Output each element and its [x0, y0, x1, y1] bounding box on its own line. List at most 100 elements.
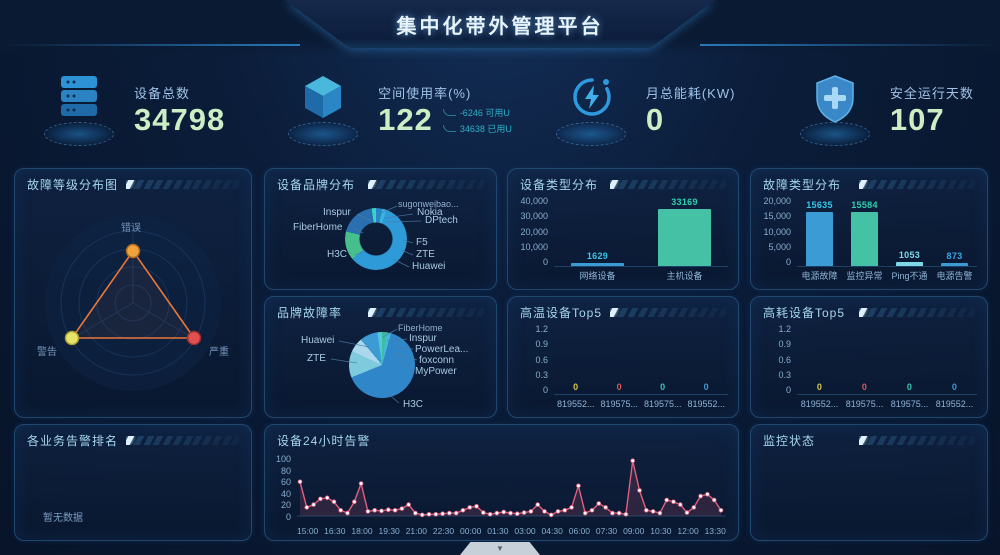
bar-plot: 15635 电源故障 15584 监控异常 1053 Ping不通 873 电源告警 [797, 197, 977, 283]
high-power-bar-chart: 1.2 0.9 0.6 0.3 0 0 819552... 0 819575... 0 819575… [751, 323, 987, 417]
donut-leader-lines [352, 205, 422, 268]
panel-fault-type: 故障类型分布 20,000 15,000 10,000 5,000 0 15635 电源故障… [750, 168, 988, 290]
bar-value-label: 15584 [851, 200, 878, 211]
bar-stack: 1629 [554, 197, 641, 267]
pie-label-huawei: Huawei [301, 335, 335, 346]
collapse-tab[interactable]: ▼ [460, 542, 540, 555]
y-tick-label: 0 [785, 385, 791, 395]
panel-title: 故障类型分布 [763, 178, 842, 192]
bar-plot: 0 819552... 0 819575... 0 819575... 0 819552... [797, 325, 977, 411]
bar-category-label: 819552... [935, 399, 974, 409]
x-tick-label: 00:00 [460, 526, 482, 536]
bar-group: 0 819575... [597, 325, 641, 411]
bar-value-label: 1629 [586, 251, 609, 262]
panel-title: 设备类型分布 [520, 178, 599, 192]
radar-axis-top: 错误 [121, 223, 141, 234]
high-temp-bar-chart: 1.2 0.9 0.6 0.3 0 0 819552... 0 819575... 0 819575… [508, 323, 738, 417]
y-tick-label: 0 [542, 385, 548, 395]
bar-stack: 0 [842, 325, 887, 395]
radar-axis-left: 警告 [37, 347, 57, 358]
alarms-24h-line-chart: 100 80 60 40 20 0 15:00 16:30 18:00 19:30 21:00 22:… [265, 451, 738, 540]
bar-stack: 0 [554, 325, 598, 395]
panel-high-temp-top5: 高温设备Top5 1.2 0.9 0.6 0.3 0 0 819552... 0 819575.… [507, 296, 739, 418]
bar-stack: 0 [641, 325, 685, 395]
panel-title: 各业务告警排名 [27, 434, 119, 448]
x-tick-label: 16:30 [324, 526, 346, 536]
kpi-space-usage: 空间使用率(%) 122 -6246 可用U 34638 已用U [244, 60, 512, 160]
panel-business-alarm-ranking: 各业务告警排名 暂无数据 [14, 424, 252, 541]
y-tick-label: 10,000 [520, 241, 548, 252]
cube-icon [286, 68, 360, 152]
donut-label-overlap: sugonweibao... [398, 199, 459, 209]
bar-value-label: 0 [616, 382, 622, 392]
bar-group: 0 819552... [684, 325, 728, 411]
bar-value-label: 0 [660, 382, 666, 392]
donut-label-nokia: Nokia [417, 207, 443, 218]
kpi-row: 设备总数 34798 空间使用率(%) 122 -6246 可用U [0, 60, 1000, 160]
bar-stack: 15584 [842, 197, 887, 267]
bar-value-label: 0 [703, 382, 709, 392]
bar-value-label: 15635 [806, 200, 833, 211]
panel-brand-distribution: 设备品牌分布 Inspur FiberHome H3C sugonweibao.… [264, 168, 497, 290]
bar-category-label: 主机设备 [666, 271, 703, 281]
y-tick-label: 15,000 [763, 211, 791, 222]
y-tick-label: 20,000 [520, 226, 548, 237]
bar-category-label: 819575... [845, 399, 884, 409]
bar-category-label: 819575... [643, 399, 682, 409]
bar-plot: 1629 网络设备 33169 主机设备 [554, 197, 728, 283]
pie-label-foxconn: foxconn [419, 355, 455, 366]
donut-label-f5: F5 [416, 237, 428, 248]
y-tick-label: 1.2 [535, 324, 548, 334]
bar [570, 263, 625, 266]
bar-group: 0 819575... [887, 325, 932, 411]
bar-category-label: 819552... [556, 399, 595, 409]
header-line-right [700, 44, 1000, 46]
bar-group: 0 819575... [842, 325, 887, 411]
bar-group: 0 819575... [641, 325, 685, 411]
title-stripes-decoration [126, 180, 239, 189]
line-chart-svg [297, 458, 726, 518]
server-icon [42, 68, 116, 152]
panel-title: 高耗设备Top5 [763, 306, 846, 320]
bar-group: 33169 主机设备 [641, 197, 728, 283]
bar-value-label: 0 [951, 382, 958, 392]
x-tick-label: 03:00 [514, 526, 536, 536]
energy-icon [554, 68, 628, 152]
y-tick-label: 30,000 [520, 211, 548, 222]
y-tick-label: 60 [280, 477, 291, 488]
panel-24h-alarms: 设备24小时告警 100 80 60 40 20 0 15:00 16:30 18:00 19:3… [264, 424, 739, 541]
kpi-label: 安全运行天数 [889, 86, 974, 102]
space-used: 34638 已用U [459, 123, 512, 134]
title-stripes-decoration [610, 308, 726, 317]
fault-level-radar-chart: 错误 警告 严重 [15, 195, 251, 417]
bar-category-label: 电源告警 [936, 271, 973, 281]
x-tick-label: 21:00 [405, 526, 427, 536]
bar-stack: 0 [932, 325, 977, 395]
y-tick-label: 0.3 [778, 369, 791, 380]
panel-title: 设备24小时告警 [277, 434, 371, 448]
title-stripes-decoration [368, 180, 484, 189]
kpi-value: 34798 [134, 102, 226, 138]
panel-title: 设备品牌分布 [277, 178, 356, 192]
x-tick-label: 22:30 [432, 526, 455, 536]
kpi-label: 空间使用率(%) [378, 86, 472, 102]
panel-high-power-top5: 高耗设备Top5 1.2 0.9 0.6 0.3 0 0 819552... 0 819575.… [750, 296, 988, 418]
panel-title: 监控状态 [763, 434, 816, 448]
shield-icon [798, 68, 872, 152]
bar [806, 212, 833, 266]
bar-stack: 0 [597, 325, 641, 395]
donut-chart [345, 208, 407, 270]
donut-label-fiberhome: FiberHome [293, 222, 343, 233]
y-tick-label: 0 [285, 511, 291, 522]
panel-brand-fault-rate: 品牌故障率 Huawei ZTE H3C FiberHome Inspur Po… [264, 296, 497, 418]
bar-stack: 1053 [887, 197, 932, 267]
bar-stack: 0 [797, 325, 842, 395]
pie-label-powerleader: PowerLea... [415, 344, 469, 355]
y-axis: 1.2 0.9 0.6 0.3 0 [759, 325, 797, 411]
donut-label-huawei: Huawei [412, 261, 446, 272]
bar-value-label: 0 [573, 382, 579, 392]
y-tick-label: 10,000 [763, 226, 791, 237]
x-tick-label: 18:00 [351, 526, 373, 536]
bar-category-label: 网络设备 [579, 271, 616, 281]
bar-category-label: 819552... [687, 399, 726, 409]
